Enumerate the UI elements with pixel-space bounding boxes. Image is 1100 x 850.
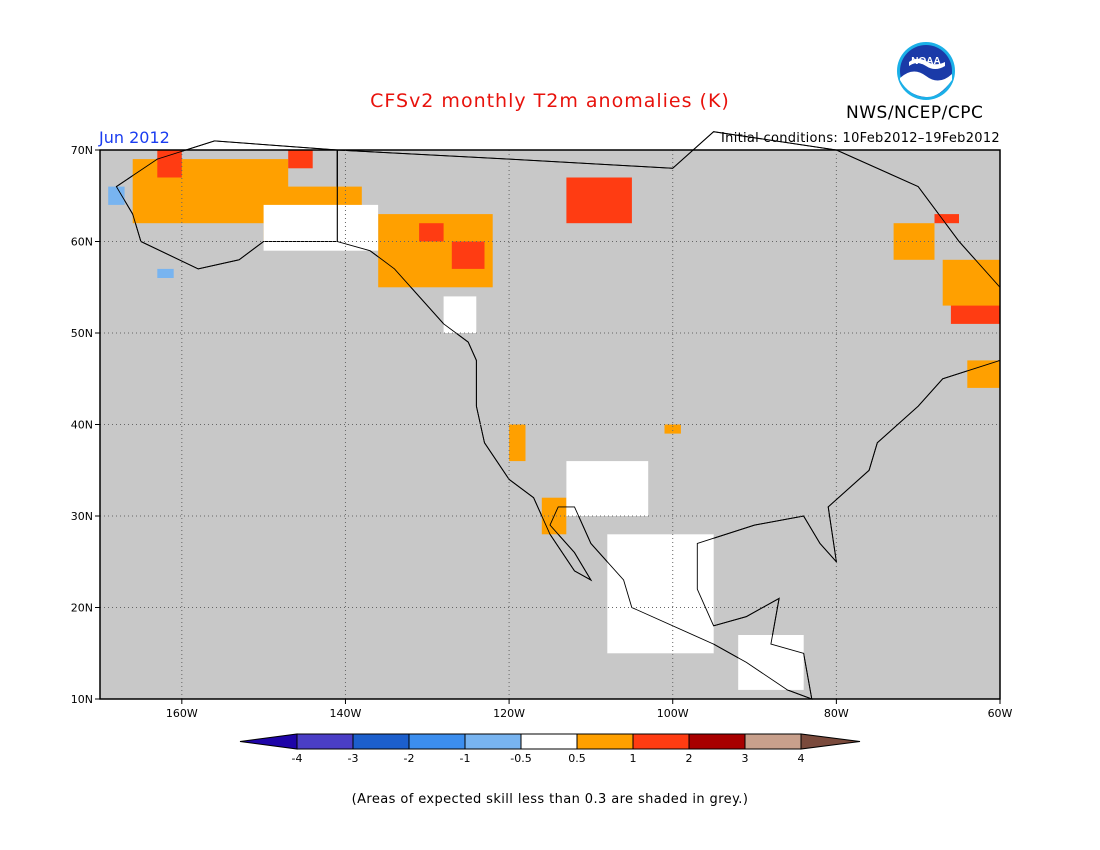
colorbar-arrow-right [800, 733, 861, 750]
footnote: (Areas of expected skill less than 0.3 a… [351, 792, 749, 807]
anomaly-region [157, 150, 182, 178]
colorbar-label: 1 [630, 752, 637, 765]
lat-tick-label: 50N [71, 327, 93, 340]
initial-conditions-label: Initial conditions: 10Feb2012–19Feb2012 [721, 131, 1000, 146]
lat-tick-label: 40N [71, 419, 93, 432]
anomaly-region [934, 214, 959, 224]
anomaly-region [419, 223, 444, 242]
colorbar-box [464, 733, 522, 750]
lat-tick-label: 70N [71, 144, 93, 157]
anomaly-region [664, 424, 681, 434]
lat-tick-label: 60N [71, 236, 93, 249]
colorbar-label: 0.5 [568, 752, 586, 765]
noaa-logo-text: NOAA [911, 56, 940, 67]
colorbar-box [296, 733, 354, 750]
colorbar-label: 3 [742, 752, 749, 765]
lon-tick-label: 100W [657, 707, 689, 720]
colorbar-box [688, 733, 746, 750]
colorbar-label: 4 [798, 752, 805, 765]
colorbar-label: -2 [404, 752, 415, 765]
lon-tick-label: 60W [988, 707, 1013, 720]
colorbar-box [576, 733, 634, 750]
colorbar-label: -3 [348, 752, 359, 765]
lon-tick-label: 140W [330, 707, 362, 720]
anomaly-region [566, 177, 632, 224]
lat-tick-label: 20N [71, 602, 93, 615]
anomaly-region [509, 424, 526, 462]
coastline-overlay [115, 140, 338, 270]
colorbar-arrow-left [239, 733, 298, 750]
lon-tick-label: 160W [166, 707, 198, 720]
organization-label: NWS/NCEP/CPC [846, 103, 984, 123]
colorbar-label: 2 [686, 752, 693, 765]
colorbar-box [408, 733, 466, 750]
noaa-logo: NOAA [895, 40, 957, 106]
anomaly-region [607, 534, 714, 654]
colorbar-box [520, 733, 578, 750]
anomaly-region [942, 259, 1000, 306]
chart-title: CFSv2 monthly T2m anomalies (K) [370, 90, 730, 112]
anomaly-region [443, 296, 477, 333]
anomaly-region [108, 186, 125, 205]
map-background [100, 150, 1000, 699]
colorbar-label: -4 [292, 752, 303, 765]
lat-tick-label: 30N [71, 510, 93, 523]
lon-tick-label: 120W [493, 707, 525, 720]
anomaly-region [967, 360, 1000, 388]
colorbar-label: -1 [460, 752, 471, 765]
anomaly-region [288, 150, 313, 169]
colorbar-box [352, 733, 410, 750]
anomaly-region [263, 204, 379, 251]
anomaly-region [566, 461, 649, 516]
colorbar-box [632, 733, 690, 750]
colorbar-label: -0.5 [510, 752, 531, 765]
anomaly-region [157, 268, 174, 278]
lon-tick-label: 80W [824, 707, 849, 720]
anomaly-region [451, 241, 485, 269]
colorbar-box [744, 733, 802, 750]
lat-tick-label: 10N [71, 693, 93, 706]
month-label: Jun 2012 [99, 128, 170, 147]
